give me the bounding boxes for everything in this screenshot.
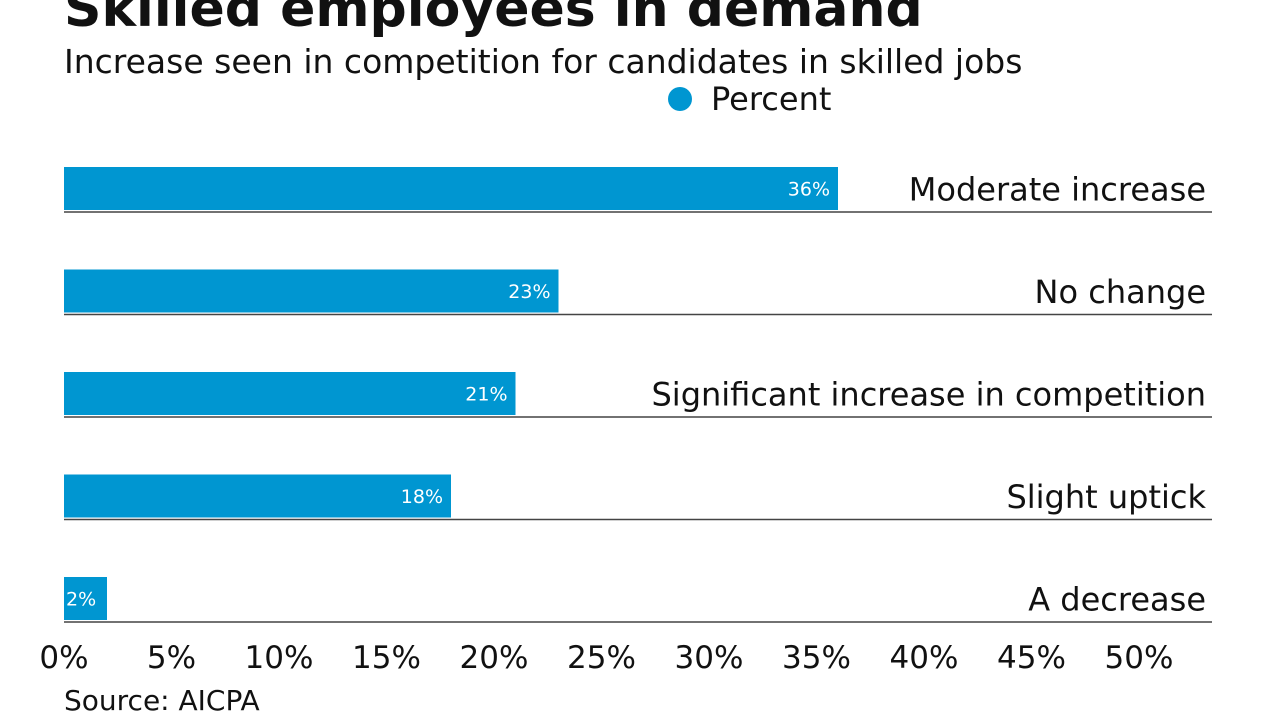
bar	[64, 577, 107, 620]
chart-title: Skilled employees in demand	[64, 0, 923, 39]
x-tick-label: 5%	[147, 640, 196, 676]
chart-subtitle: Increase seen in competition for candida…	[64, 42, 1022, 81]
x-tick-label: 35%	[782, 640, 851, 676]
category-label: Moderate increase	[909, 171, 1206, 209]
source-note: Source: AICPA	[64, 684, 260, 717]
value-label: 23%	[508, 281, 550, 303]
bar	[64, 167, 838, 210]
category-label: Significant increase in competition	[651, 376, 1206, 414]
category-label: A decrease	[1028, 581, 1206, 619]
x-tick-label: 20%	[460, 640, 529, 676]
legend-marker	[668, 87, 692, 111]
bar	[64, 269, 559, 313]
x-tick-label: 40%	[890, 640, 959, 676]
legend-label: Percent	[711, 80, 831, 118]
x-tick-label: 15%	[352, 640, 421, 676]
x-tick-label: 30%	[675, 640, 744, 676]
value-label: 36%	[788, 179, 830, 201]
category-label: Slight uptick	[1006, 478, 1206, 516]
category-label: No change	[1035, 273, 1206, 311]
x-tick-label: 45%	[997, 640, 1066, 676]
value-label: 2%	[66, 589, 96, 611]
x-tick-label: 10%	[245, 640, 314, 676]
x-tick-label: 25%	[567, 640, 636, 676]
value-label: 21%	[465, 384, 507, 406]
x-tick-label: 50%	[1105, 640, 1174, 676]
bar	[64, 474, 451, 518]
x-tick-label: 0%	[39, 640, 88, 676]
bar	[64, 372, 516, 415]
value-label: 18%	[401, 486, 443, 508]
